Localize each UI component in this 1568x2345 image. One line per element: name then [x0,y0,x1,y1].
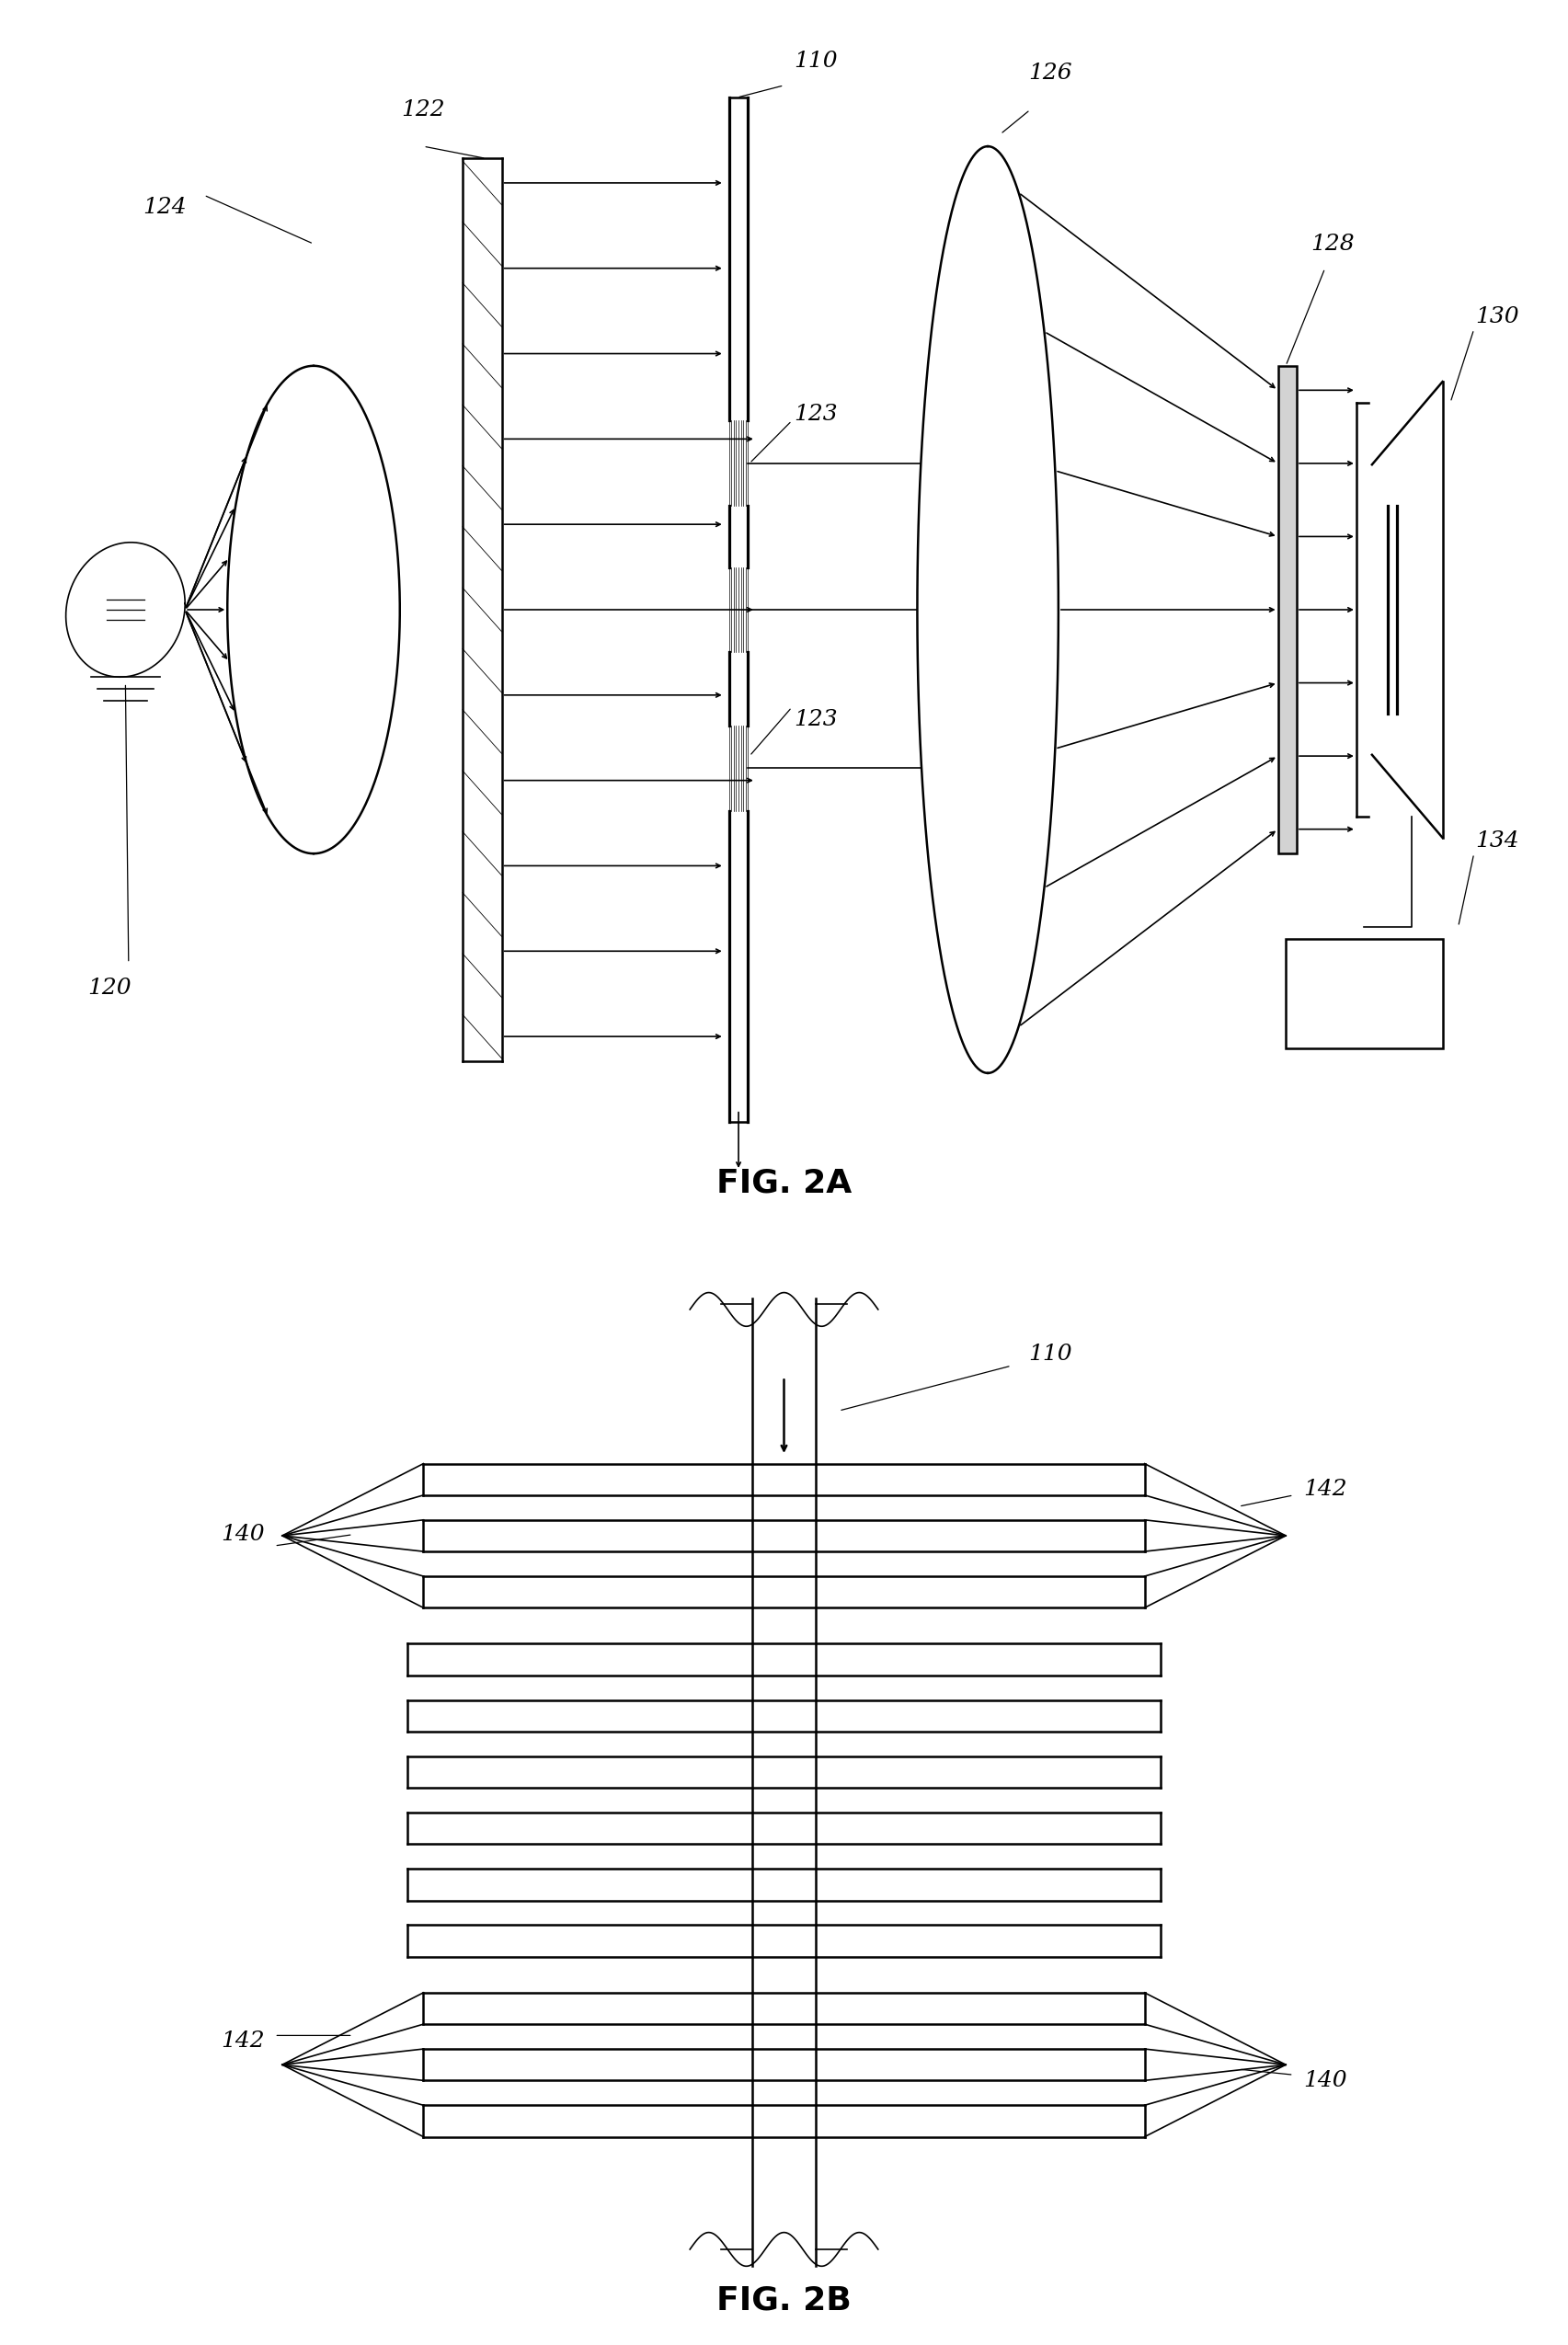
Bar [1286,938,1443,1048]
Text: FIG. 2B: FIG. 2B [717,2284,851,2315]
Text: FIG. 2A: FIG. 2A [717,1168,851,1198]
Bar [1278,366,1297,854]
Text: 142: 142 [1303,1480,1347,1501]
Text: 140: 140 [1303,2071,1347,2092]
Text: 110: 110 [1029,1344,1073,1365]
Text: 124: 124 [143,197,187,218]
Text: 123: 123 [793,403,837,424]
Text: 128: 128 [1311,232,1355,256]
Text: 120: 120 [88,978,132,999]
Text: 122: 122 [401,98,445,120]
Text: 126: 126 [1029,63,1073,84]
Text: 134: 134 [1475,830,1519,851]
Text: 140: 140 [221,1524,265,1545]
Text: 130: 130 [1475,307,1519,328]
Text: 142: 142 [221,2031,265,2052]
Text: 123: 123 [793,708,837,729]
Text: 110: 110 [793,49,837,73]
